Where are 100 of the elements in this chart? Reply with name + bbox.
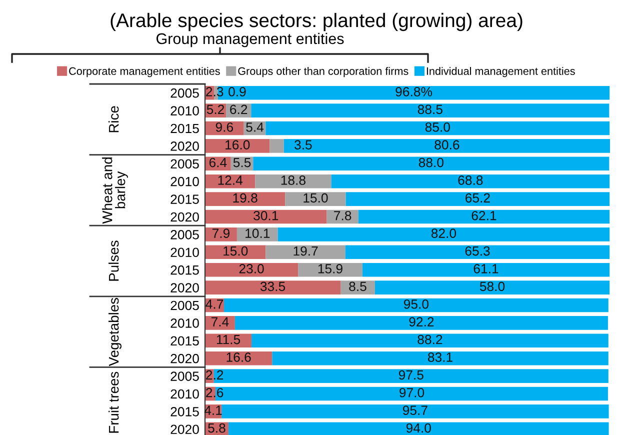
data-label: 82.0 <box>431 228 456 238</box>
bar <box>278 228 610 242</box>
bar <box>234 316 608 330</box>
data-label: 7.8 <box>334 210 352 220</box>
data-label: 18.8 <box>281 176 306 185</box>
bar <box>253 156 610 171</box>
y-tick-label: 2005 <box>170 88 199 98</box>
text: Pulses <box>108 240 119 281</box>
data-label: 97.0 <box>400 388 424 398</box>
y-tick-label: 2005 <box>170 159 199 169</box>
data-label: 0.9 <box>228 87 246 96</box>
bar <box>236 228 278 242</box>
bar <box>252 334 608 348</box>
bar <box>251 104 610 118</box>
data-label: 33.5 <box>260 282 286 292</box>
data-label: 58.0 <box>480 282 505 292</box>
data-label: 3.5 <box>294 140 312 150</box>
data-label: 15.9 <box>318 264 342 274</box>
y-tick-label: 2020 <box>170 142 199 151</box>
data-label: 61.1 <box>474 264 498 274</box>
y-tick-label: 2015 <box>170 124 199 134</box>
bar <box>205 228 237 242</box>
data-label: 65.2 <box>466 193 490 203</box>
bar <box>224 298 608 312</box>
legend-label: Individual management entities <box>426 66 575 78</box>
data-label: 5.5 <box>233 158 251 168</box>
data-label: 19.8 <box>233 193 258 203</box>
bar <box>205 262 298 277</box>
data-label: 11.5 <box>216 334 240 344</box>
y-tick-label: 2010 <box>170 176 199 186</box>
text: Rice <box>108 106 119 132</box>
bar <box>346 192 610 206</box>
y-tick-label: 2015 <box>170 336 199 346</box>
y-tick-label: 2005 <box>170 230 199 240</box>
bar <box>272 351 608 366</box>
bar <box>340 280 375 294</box>
data-label: 4.7 <box>206 300 224 309</box>
data-label: 16.0 <box>226 140 250 150</box>
bar <box>205 174 256 188</box>
data-label: 95.0 <box>404 299 429 309</box>
text: Wheat and barley <box>102 158 128 224</box>
data-label: 88.5 <box>418 104 442 114</box>
bar <box>358 210 610 224</box>
data-label: 30.1 <box>254 210 278 220</box>
data-label: 97.5 <box>398 370 424 380</box>
y-tick-label: 2020 <box>170 424 199 434</box>
y-tick-label: 2015 <box>170 194 199 204</box>
bar <box>266 121 610 136</box>
data-label: 5.4 <box>246 122 264 132</box>
y-tick-label: 2020 <box>170 283 199 292</box>
text: Fruit trees <box>108 372 119 433</box>
bar <box>285 192 346 206</box>
bar <box>345 245 610 260</box>
y-tick-label: 2005 <box>170 372 199 381</box>
bar <box>222 404 609 418</box>
bar <box>374 280 610 294</box>
data-label: 5.8 <box>208 423 226 433</box>
bar <box>255 174 332 188</box>
data-label: 12.4 <box>218 176 243 185</box>
data-label: 88.0 <box>418 158 444 168</box>
bar <box>205 192 286 206</box>
bar <box>270 139 284 153</box>
chart-title: (Arable species sectors: planted (growing) area) <box>110 12 522 32</box>
y-tick-label: 2020 <box>170 212 199 222</box>
y-tick-label: 2020 <box>170 354 199 364</box>
y-tick-label: 2010 <box>170 318 199 328</box>
data-label: 15.0 <box>304 193 328 203</box>
bar <box>205 334 252 348</box>
data-label: 16.6 <box>226 352 251 362</box>
bar <box>205 245 266 260</box>
data-label: 88.2 <box>418 334 442 344</box>
data-label: 92.2 <box>409 317 434 326</box>
data-label: 7.4 <box>211 317 229 326</box>
data-label: 96.8% <box>396 87 432 96</box>
data-label: 62.1 <box>472 210 496 220</box>
data-label: 95.7 <box>402 406 428 415</box>
bar <box>284 139 610 153</box>
data-label: 6.4 <box>209 158 227 168</box>
data-label: 7.9 <box>212 228 230 238</box>
legend-label: Corporate management entities <box>69 66 220 78</box>
y-tick-label: 2015 <box>170 407 199 416</box>
data-label: 23.0 <box>239 264 264 274</box>
y-tick-label: 2010 <box>170 389 199 399</box>
data-label: 9.6 <box>216 122 234 132</box>
bar <box>228 422 609 435</box>
bar <box>205 316 235 330</box>
bar <box>331 174 610 188</box>
bar <box>205 280 341 294</box>
bar <box>266 245 346 260</box>
y-tick-label: 2015 <box>170 265 199 275</box>
data-label: 94.0 <box>406 423 431 433</box>
bar <box>298 262 362 277</box>
data-label: 85.0 <box>425 122 450 132</box>
data-label: 15.0 <box>224 246 248 256</box>
data-label: 8.5 <box>349 282 366 292</box>
data-label: 19.7 <box>294 246 318 256</box>
data-label: 68.8 <box>458 176 483 185</box>
data-label: 6.2 <box>230 104 248 114</box>
y-tick-label: 2010 <box>170 106 199 116</box>
bar <box>205 139 270 153</box>
